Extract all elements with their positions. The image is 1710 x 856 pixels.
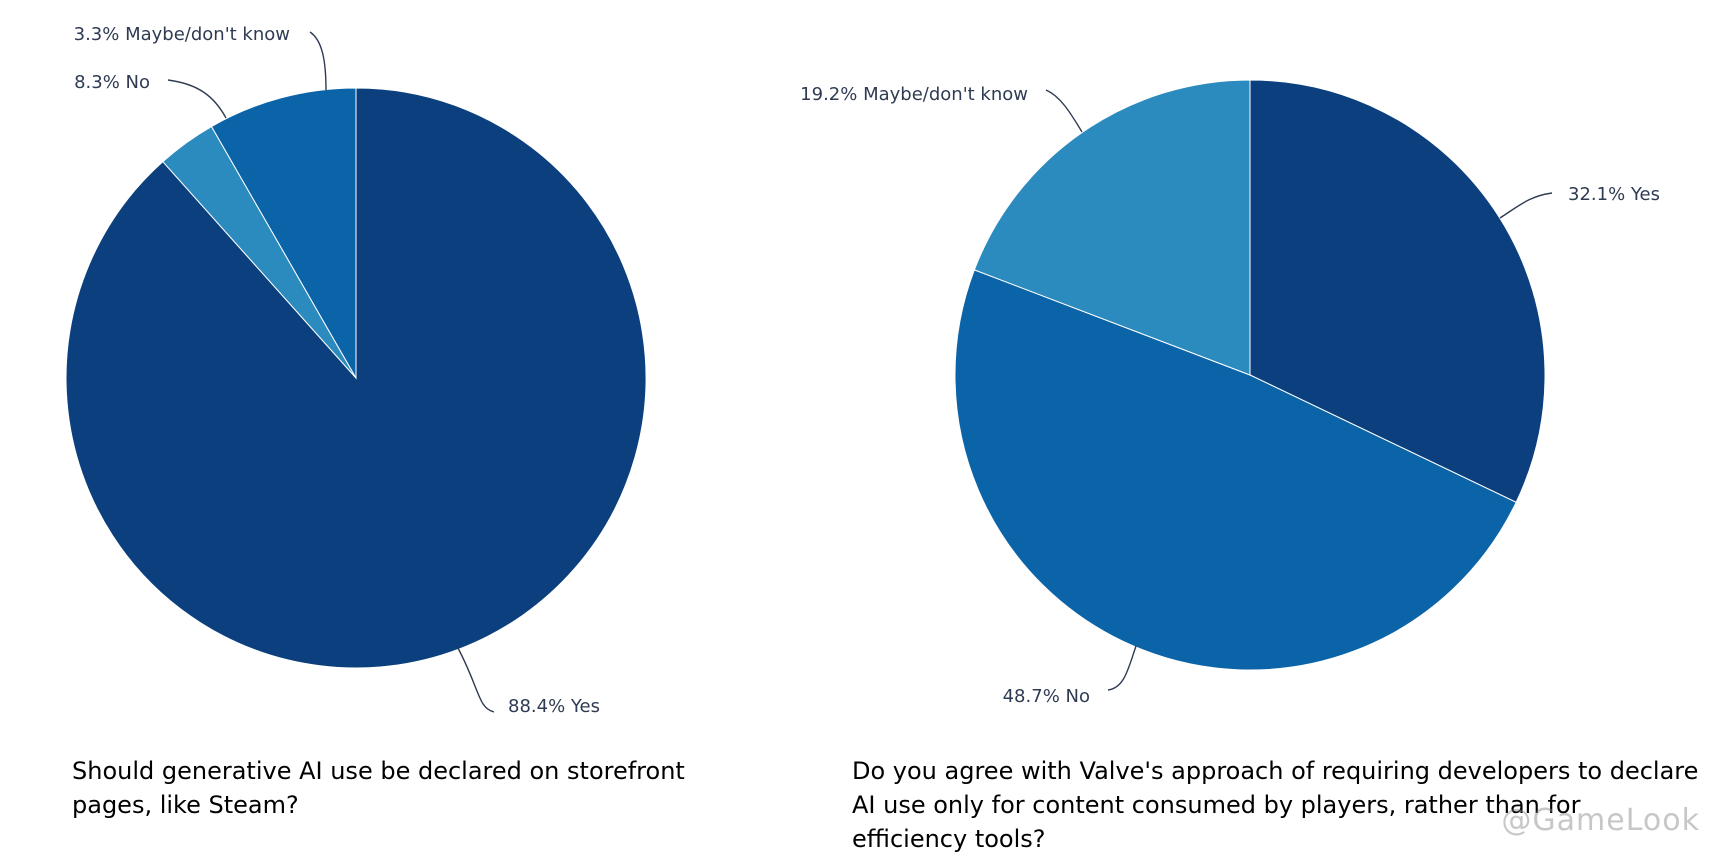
slice-data-label: 32.1% Yes: [1568, 184, 1660, 205]
pie-chart-storefront-declaration: 88.4% Yes 3.3% Maybe/don't know 8.3% No: [65, 24, 647, 717]
leader-line: [1107, 645, 1137, 691]
slice-data-label: 88.4% Yes: [508, 696, 600, 717]
pie-slice-yes: [1249, 79, 1546, 503]
pie-chart-valve-approach: 32.1% Yes 48.7% No 19.2% Maybe/don't know: [800, 79, 1660, 707]
slice-data-label: 3.3% Maybe/don't know: [74, 24, 290, 45]
pie-slice-no: [210, 87, 357, 380]
slice-data-label: 48.7% No: [1003, 686, 1090, 707]
leader-line: [309, 31, 327, 91]
pie-slice-no: [954, 269, 1517, 671]
leader-line: [167, 79, 227, 119]
leader-line: [1045, 89, 1083, 133]
pie-slice-maybe-don-t-know: [973, 79, 1251, 376]
leader-line: [457, 647, 495, 713]
slice-data-label: 19.2% Maybe/don't know: [800, 84, 1028, 105]
chart-1-question: Should generative AI use be declared on …: [72, 757, 685, 819]
leader-line: [1499, 192, 1553, 219]
slice-data-label: 8.3% No: [74, 72, 150, 93]
watermark: @GameLook: [1501, 803, 1700, 838]
